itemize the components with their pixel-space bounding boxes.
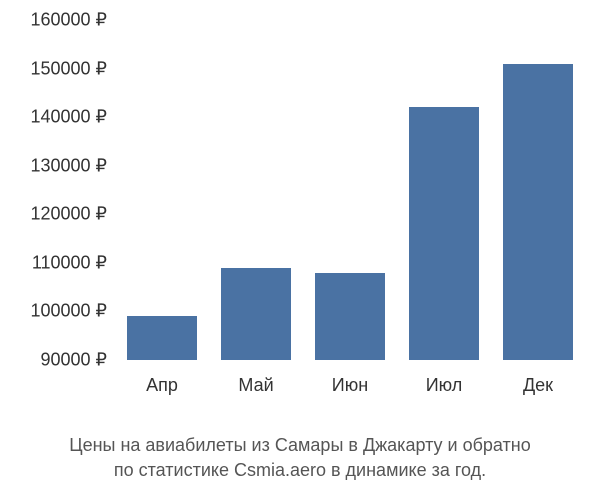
y-axis: 90000 ₽ 100000 ₽ 110000 ₽ 120000 ₽ 130000 ₽ 1… bbox=[0, 0, 115, 380]
bar bbox=[127, 316, 198, 360]
caption-line-1: Цены на авиабилеты из Самары в Джакарту … bbox=[0, 433, 600, 457]
price-chart: 90000 ₽ 100000 ₽ 110000 ₽ 120000 ₽ 130000 ₽ 1… bbox=[0, 0, 600, 420]
y-tick-label: 90000 ₽ bbox=[40, 350, 107, 371]
bar bbox=[315, 273, 386, 360]
y-tick-label: 150000 ₽ bbox=[30, 58, 107, 79]
plot-area bbox=[115, 20, 585, 360]
y-tick-label: 160000 ₽ bbox=[30, 10, 107, 31]
bar bbox=[503, 64, 574, 360]
y-tick-label: 110000 ₽ bbox=[32, 252, 107, 273]
x-tick-label: Июл bbox=[426, 375, 463, 396]
y-tick-label: 100000 ₽ bbox=[30, 301, 107, 322]
y-tick-label: 130000 ₽ bbox=[30, 155, 107, 176]
x-tick-label: Июн bbox=[332, 375, 368, 396]
x-tick-label: Дек bbox=[523, 375, 553, 396]
y-tick-label: 140000 ₽ bbox=[30, 107, 107, 128]
x-tick-label: Апр bbox=[146, 375, 178, 396]
y-tick-label: 120000 ₽ bbox=[30, 204, 107, 225]
bar bbox=[409, 107, 480, 360]
chart-caption: Цены на авиабилеты из Самары в Джакарту … bbox=[0, 433, 600, 482]
x-axis: Апр Май Июн Июл Дек bbox=[115, 365, 585, 405]
caption-line-2: по статистике Csmia.aero в динамике за г… bbox=[0, 458, 600, 482]
bar bbox=[221, 268, 292, 360]
x-tick-label: Май bbox=[238, 375, 273, 396]
